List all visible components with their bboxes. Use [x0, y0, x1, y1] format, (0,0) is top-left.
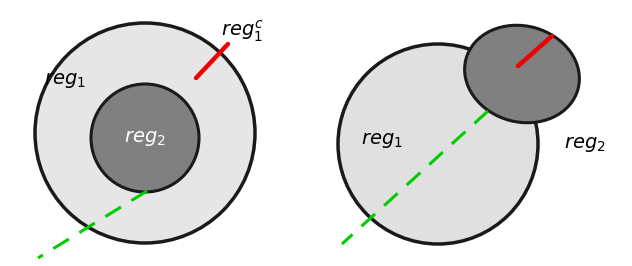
- Text: $reg_1^c$: $reg_1^c$: [221, 18, 264, 44]
- Text: $reg_1$: $reg_1$: [44, 72, 86, 90]
- Ellipse shape: [465, 25, 580, 123]
- Circle shape: [35, 23, 255, 243]
- Circle shape: [338, 44, 538, 244]
- Text: $reg_1$: $reg_1$: [361, 131, 403, 151]
- Text: $reg_2$: $reg_2$: [564, 135, 606, 153]
- Circle shape: [91, 84, 199, 192]
- Text: $reg_2$: $reg_2$: [124, 128, 166, 148]
